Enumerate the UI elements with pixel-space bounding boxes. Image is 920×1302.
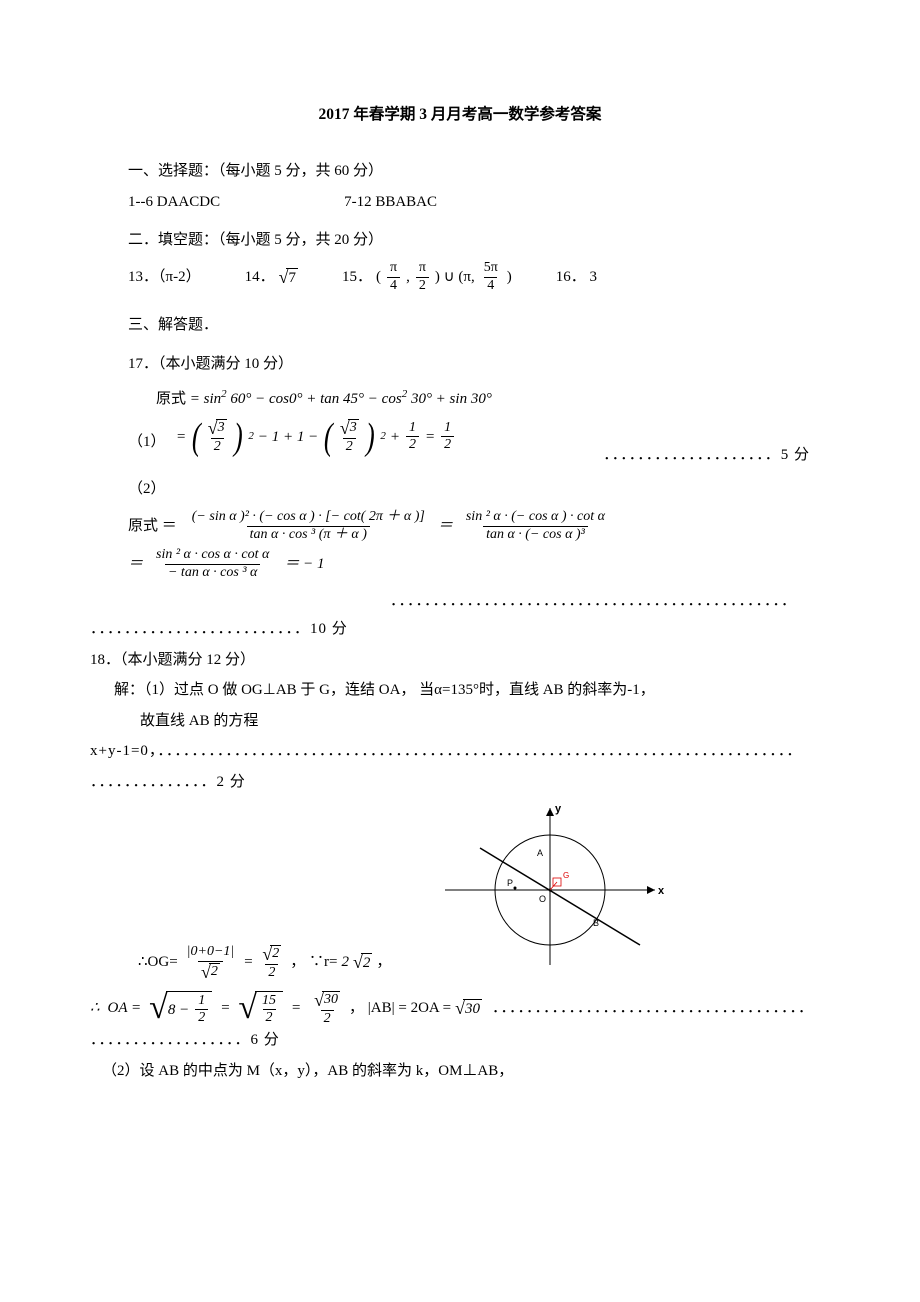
q17-header: 17．（本小题满分 10 分） [90,350,830,379]
ans-1-6: 1--6 DAACDC [128,188,220,217]
og-frac2: √2 2 [259,945,284,981]
q17-p2-label: （2） [90,475,830,504]
q13: 13．（π-2） [128,263,201,292]
r-tail: ， [376,948,391,977]
q17-p2-line1: 原式 ＝ (− sin α )² · (− cos α ) · [− cot( … [90,510,830,542]
q18-og-eq: ∴OG= |0+0−1| √2 = √2 2 ， ∵r= 2√2 ， [90,945,391,981]
q18-figure: x y P A G B O [435,800,665,981]
section1-header: 一、选择题：（每小题 5 分，共 60 分） [90,157,830,186]
oa-sqrt2: √ 152 [238,991,283,1026]
q18-p2: （2）设 AB 的中点为 M（x，y），AB 的斜率为 k，OM⊥AB， [90,1057,830,1086]
svg-text:x: x [658,885,665,897]
oa-sqrt1: √ 8 − 12 [149,991,212,1026]
svg-text:A: A [537,848,543,858]
oa-lead: OA = [108,994,142,1023]
eq-sign: = [220,994,230,1023]
svg-text:O: O [539,894,546,904]
q17-p2-result: ＝ − 1 [284,550,324,579]
q18-oa-eq: ∴ OA = √ 8 − 12 = √ 152 = √30 2 ， |AB| =… [90,991,830,1027]
q14-sqrt: √7 [279,268,298,287]
eq-sign: ＝ [438,512,453,541]
r-lead: ， ∵r= [290,948,337,977]
r-coef: 2 [342,948,350,977]
fill-blank-answers: 13．（π-2） 14． √7 15． (π4, π2) ∪ (π, 5π4) … [90,261,830,293]
q14: 14． √7 [245,263,298,292]
q16: 16． 3 [556,263,597,292]
oa-frac3: √30 2 [311,991,343,1027]
q17-part1: （1） 原式 = sin2 60° − cos0° + tan 45° − co… [90,384,830,469]
q17-p2-frac1: (− sin α )² · (− cos α ) · [− cot( 2π ＋ … [189,510,428,542]
ab-lead: ， |AB| = 2OA = [349,994,451,1023]
q17-p2-frac3: sin ² α · cos α · cot α − tan α · cos ³ … [153,548,272,580]
q18-p1-a: 解：（1）过点 O 做 OG⊥AB 于 G，连结 OA， 当α=135°时，直线… [90,676,830,705]
q15-label: 15． [342,263,372,292]
q18-p1-b: 故直线 AB 的方程 [90,707,830,736]
q18-figure-row: ∴OG= |0+0−1| √2 = √2 2 ， ∵r= 2√2 ， x y [90,800,830,981]
q18-p1-tail-dots: ．．．．．．．．．．．．．．．．．．．．．．．．．．．．．．．．．．．．． [492,994,814,1023]
q17-p2-dots1: ．．．．．．．．．．．．．．．．．．．．．．．．．．．．．．．．．．．．．．．．… [90,587,830,616]
og-lead: ∴OG= [138,948,178,977]
section1-answers: 1--6 DAACDC 7-12 BBABAC [90,188,830,217]
svg-text:B: B [593,918,599,928]
q18-p1-tail-dots2: ．．．．．．．．．．．．．．．．．．6 分 [90,1026,830,1055]
ab-sqrt: √30 [455,999,482,1018]
og-frac1: |0+0−1| √2 [184,945,238,981]
section3-header: 三、解答题． [90,311,830,340]
ans-7-12: 7-12 BBABAC [344,188,437,217]
doc-title: 2017 年春学期 3 月月考高一数学参考答案 [90,100,830,129]
section2-header: 二．填空题：（每小题 5 分，共 20 分） [90,226,830,255]
q18-header: 18．（本小题满分 12 分） [90,646,830,675]
q17-p1-line2: = ( √32 )2 − 1 + 1 − ( √32 )2 + 12 = 12 [176,418,492,456]
q17-p1-line1: 原式 = sin2 60° − cos0° + tan 45° − cos2 3… [156,384,492,414]
q15-expr: (π4, π2) ∪ (π, 5π4) [376,261,512,293]
q17-p2-line2: ＝ sin ² α · cos α · cot α − tan α · cos … [90,548,830,580]
eq-sign: = [291,994,301,1023]
svg-text:P: P [507,878,513,888]
q17-p2-dots2: ．．．．．．．．．．．．．．．．．．．．．．．．．10 分 [90,615,830,644]
q17-p2-lead: 原式 ＝ [128,512,177,541]
q18-p1-c2: ．．．．．．．．．．．．．．2 分 [90,768,830,797]
q18-p1-c: x+y-1=0，．．．．．．．．．．．．．．．．．．．．．．．．．．．．．．．．… [90,737,830,766]
q15: 15． (π4, π2) ∪ (π, 5π4) [342,261,512,293]
svg-text:y: y [555,803,562,815]
q14-label: 14． [245,263,275,292]
svg-text:G: G [563,871,569,880]
q17-p2-frac2: sin ² α · (− cos α ) · cot α tan α · (− … [463,510,608,542]
eq-sign: ＝ [128,550,143,579]
